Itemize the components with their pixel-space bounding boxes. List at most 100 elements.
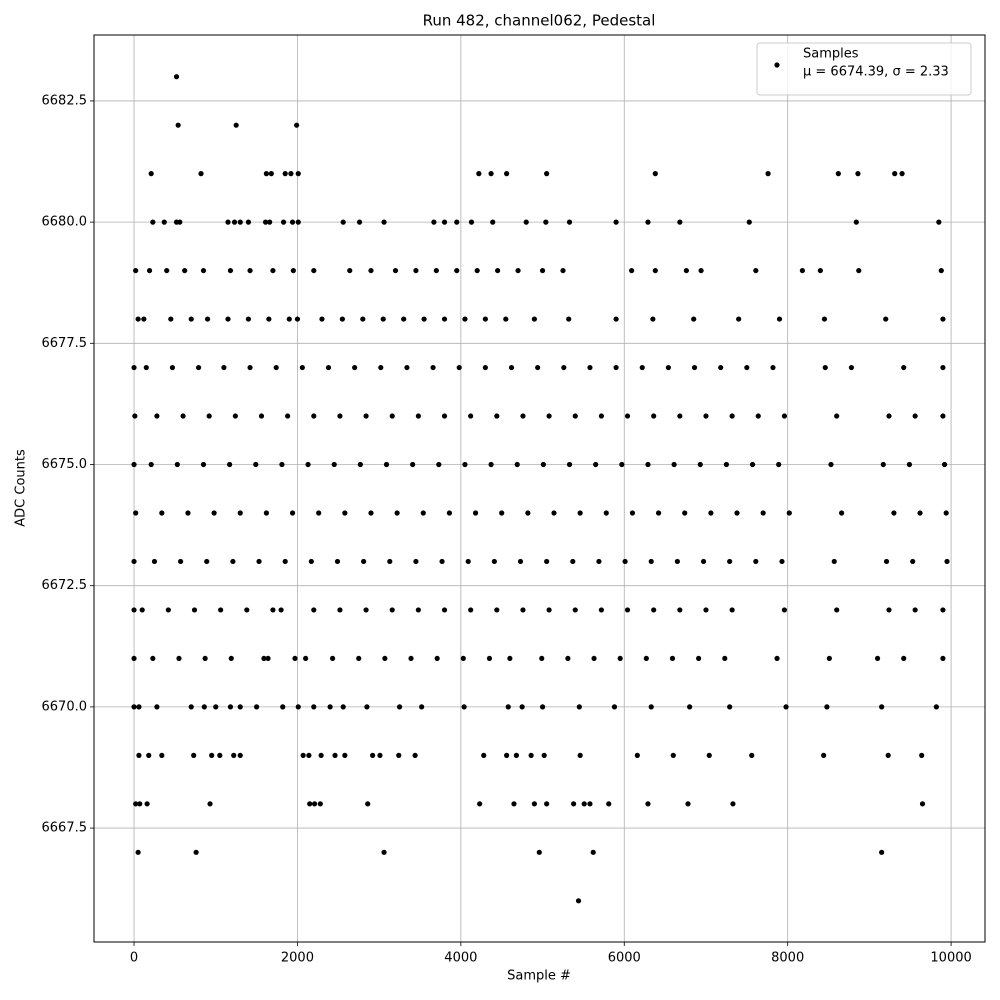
point xyxy=(587,801,593,807)
point xyxy=(168,316,174,322)
point xyxy=(749,461,756,468)
point xyxy=(503,316,509,322)
point xyxy=(639,364,645,371)
point xyxy=(613,316,619,322)
point xyxy=(507,655,513,662)
point xyxy=(613,364,619,371)
point xyxy=(131,655,137,662)
point xyxy=(826,655,832,662)
point xyxy=(682,510,688,516)
point xyxy=(700,558,707,565)
point xyxy=(596,558,602,565)
point xyxy=(531,801,537,807)
point xyxy=(135,849,141,855)
point xyxy=(316,510,322,516)
point xyxy=(566,316,572,322)
point xyxy=(570,558,576,565)
point xyxy=(938,267,944,274)
point xyxy=(462,316,468,322)
point xyxy=(598,413,604,419)
point xyxy=(831,558,837,565)
point xyxy=(520,607,526,613)
point xyxy=(476,171,482,177)
point xyxy=(200,267,207,274)
point xyxy=(133,267,139,274)
point xyxy=(560,267,566,274)
point xyxy=(173,74,180,80)
point xyxy=(885,752,891,758)
point xyxy=(546,607,552,613)
point xyxy=(760,510,766,516)
point xyxy=(697,461,703,468)
point xyxy=(337,607,343,613)
point xyxy=(415,413,421,419)
point xyxy=(401,316,407,322)
point xyxy=(278,607,284,613)
point xyxy=(218,607,224,613)
point xyxy=(311,607,317,613)
point xyxy=(363,607,369,613)
x-tick-label: 0 xyxy=(130,951,138,966)
point xyxy=(340,219,346,225)
point xyxy=(361,558,367,565)
point xyxy=(206,413,212,419)
point xyxy=(363,413,369,419)
point xyxy=(446,510,453,516)
point xyxy=(755,413,761,419)
point xyxy=(696,655,702,662)
point xyxy=(339,316,345,322)
point xyxy=(912,607,918,613)
point xyxy=(561,364,567,371)
y-axis-label: ADC Counts xyxy=(14,449,29,527)
point xyxy=(708,510,714,516)
point xyxy=(174,461,180,468)
point xyxy=(207,801,213,807)
point xyxy=(136,752,142,758)
point xyxy=(482,364,488,371)
point xyxy=(430,364,436,371)
point xyxy=(722,655,728,662)
point xyxy=(131,704,137,710)
point xyxy=(474,267,480,274)
point xyxy=(879,704,885,710)
point xyxy=(486,655,493,662)
point xyxy=(237,704,243,710)
point xyxy=(352,364,358,371)
point xyxy=(295,219,301,225)
point xyxy=(141,316,147,322)
point xyxy=(154,704,160,710)
point xyxy=(821,752,827,758)
point xyxy=(799,267,805,274)
point xyxy=(306,752,312,758)
point xyxy=(421,316,427,322)
point xyxy=(151,558,158,565)
x-tick-label: 4000 xyxy=(444,951,477,966)
point xyxy=(848,364,855,371)
point xyxy=(617,655,623,662)
point xyxy=(176,655,182,662)
point xyxy=(575,898,582,904)
point xyxy=(606,801,612,807)
point xyxy=(312,801,318,807)
point xyxy=(311,267,317,274)
point xyxy=(300,752,306,758)
point xyxy=(253,461,259,468)
point xyxy=(295,171,301,177)
point xyxy=(175,122,181,128)
point xyxy=(652,267,658,274)
point xyxy=(645,219,651,225)
point xyxy=(482,316,488,322)
point xyxy=(892,171,898,177)
point xyxy=(247,364,253,371)
point xyxy=(325,364,332,371)
point xyxy=(674,558,680,565)
point xyxy=(253,704,260,710)
point xyxy=(611,704,618,710)
point xyxy=(891,510,897,516)
point xyxy=(943,510,949,516)
point xyxy=(944,558,950,565)
point xyxy=(541,752,547,758)
point xyxy=(159,510,165,516)
point xyxy=(225,219,231,225)
point xyxy=(765,171,771,177)
